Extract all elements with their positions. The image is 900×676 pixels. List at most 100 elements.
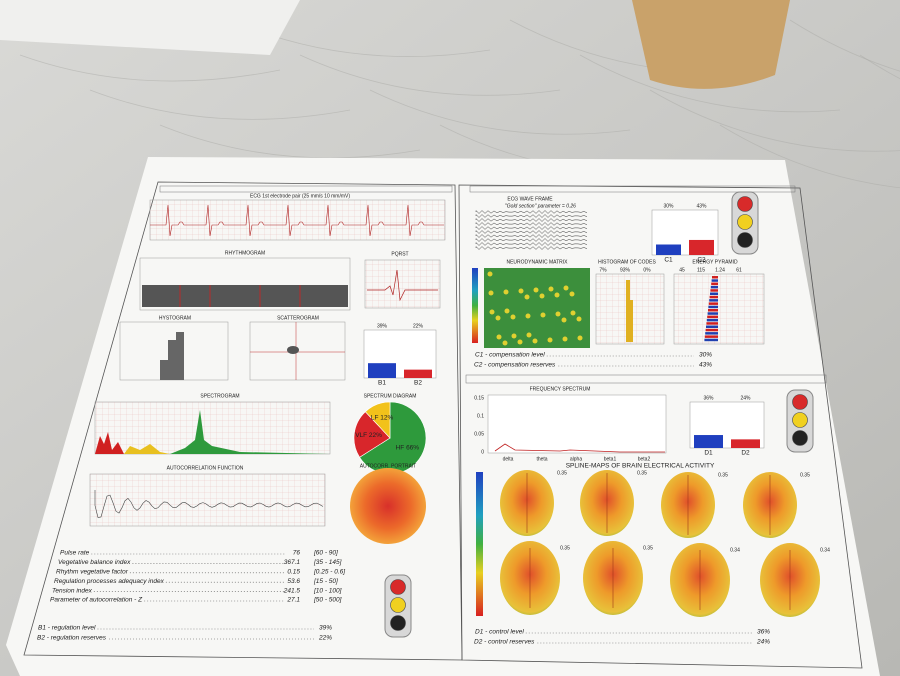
label: 241.5 [283, 587, 301, 594]
plot-box [249, 321, 346, 381]
pyramid-row [705, 332, 718, 335]
level-bar [689, 239, 714, 255]
neuro-spot [518, 288, 524, 294]
label: NEURODYNAMIC MATRIX [506, 259, 568, 265]
neuro-spot [489, 309, 495, 315]
pie-slice [364, 401, 391, 439]
marble-vein [159, 124, 421, 159]
label: D2 [741, 450, 750, 457]
neuro-spot [570, 310, 576, 316]
neuro-spot [577, 335, 583, 341]
marble-vein [789, 19, 900, 72]
label: HISTOGRAM OF CODES [598, 259, 656, 265]
pie-slice [359, 401, 427, 475]
label: 0.1 [477, 413, 484, 419]
neuro-spot [554, 292, 560, 298]
neuro-spot [502, 340, 508, 346]
label: FREQUENCY SPECTRUM [530, 386, 591, 392]
codes-bar [630, 300, 633, 342]
pqrst-trace [367, 269, 438, 302]
level-bar [404, 369, 432, 378]
label: SPECTRUM DIAGRAM [364, 393, 417, 399]
label: HF 66% [396, 444, 420, 451]
codes-bar [626, 280, 630, 342]
parameter-name: Tension index [52, 587, 93, 594]
lamp [737, 214, 753, 230]
neuro-spot [563, 285, 569, 291]
neuro-spot [539, 293, 545, 299]
parameter-name: Pulse rate [60, 550, 90, 557]
label: RHYTHMOGRAM [225, 250, 265, 256]
neuro-spot [496, 334, 502, 340]
section-bar [465, 374, 827, 384]
label: 39% [319, 625, 332, 632]
neuro-spot [511, 333, 517, 339]
level-bar [656, 244, 681, 255]
autocorr-trace [94, 490, 324, 518]
marble-vein [579, 54, 841, 113]
ecg-trace [150, 204, 444, 237]
level-bar [368, 363, 396, 378]
neuro-spot [532, 338, 538, 344]
pyramid-row [711, 282, 718, 286]
pyramid-row [704, 338, 718, 342]
plot-box [89, 473, 326, 527]
label: C2 [697, 257, 706, 264]
neuro-spot [503, 289, 509, 295]
hist-bar [168, 340, 176, 380]
label: beta2 [638, 456, 651, 462]
neuro-spot [526, 332, 532, 338]
label: 43% [696, 203, 707, 209]
pyramid-row [711, 279, 718, 282]
scatter-cloud [287, 346, 299, 354]
neuro-spot [510, 314, 516, 320]
label: 0.35 [718, 472, 728, 478]
label: [60 - 90] [313, 550, 338, 557]
neuro-spot [569, 291, 575, 297]
level-name: B2 - regulation reserves [37, 635, 107, 642]
lamp [737, 196, 753, 212]
label: AUTOCORR. PORTRAIT [360, 463, 417, 469]
label: 0% [643, 267, 651, 273]
label: 0.35 [800, 472, 810, 478]
neuro-spot [548, 286, 554, 292]
label: 0.35 [643, 545, 653, 551]
neuro-spot [504, 308, 510, 314]
pyramid-row [706, 318, 718, 322]
label: 76 [293, 550, 301, 557]
neuro-spot [488, 290, 494, 296]
plot-box [487, 394, 667, 454]
pyramid-row [707, 315, 718, 319]
label: ECG 1st electrode pair (25 mm/s 10 mm/mV… [250, 193, 350, 199]
level-name: D1 - control level [475, 629, 524, 636]
label: 0.34 [730, 547, 740, 553]
neuro-spot [487, 271, 493, 277]
label: B2 [414, 380, 422, 387]
pie-slice [353, 411, 391, 458]
marble-vein [299, 54, 561, 96]
neuro-spot [561, 317, 567, 323]
marble-vein [859, 54, 900, 80]
plot-box [149, 199, 446, 241]
label: 93% [620, 267, 631, 273]
pyramid-row [709, 299, 718, 302]
label: [50 - 500] [313, 597, 342, 604]
spectrum-green [170, 410, 330, 454]
label: 30% [699, 352, 712, 359]
label: "Gold section" parameter = 0.26 [505, 203, 576, 209]
level-name: B1 - regulation level [38, 625, 96, 632]
freq-trace [494, 443, 665, 453]
marble-vein [19, 54, 281, 82]
label: [10 - 100] [313, 587, 342, 594]
label: 22% [318, 635, 332, 642]
label: AUTOCORRELATION FUNCTION [167, 465, 244, 471]
wave-frame [475, 225, 588, 230]
level-bar [731, 439, 760, 448]
rhythm-fill [142, 285, 348, 307]
parameter-name: Regulation processes adequacy index [54, 578, 165, 585]
neuro-spot [562, 336, 568, 342]
label: 30% [663, 203, 674, 209]
label: SCATTEROGRAM [277, 315, 319, 321]
wave-frame [475, 241, 588, 246]
pyramid-row [710, 285, 718, 289]
